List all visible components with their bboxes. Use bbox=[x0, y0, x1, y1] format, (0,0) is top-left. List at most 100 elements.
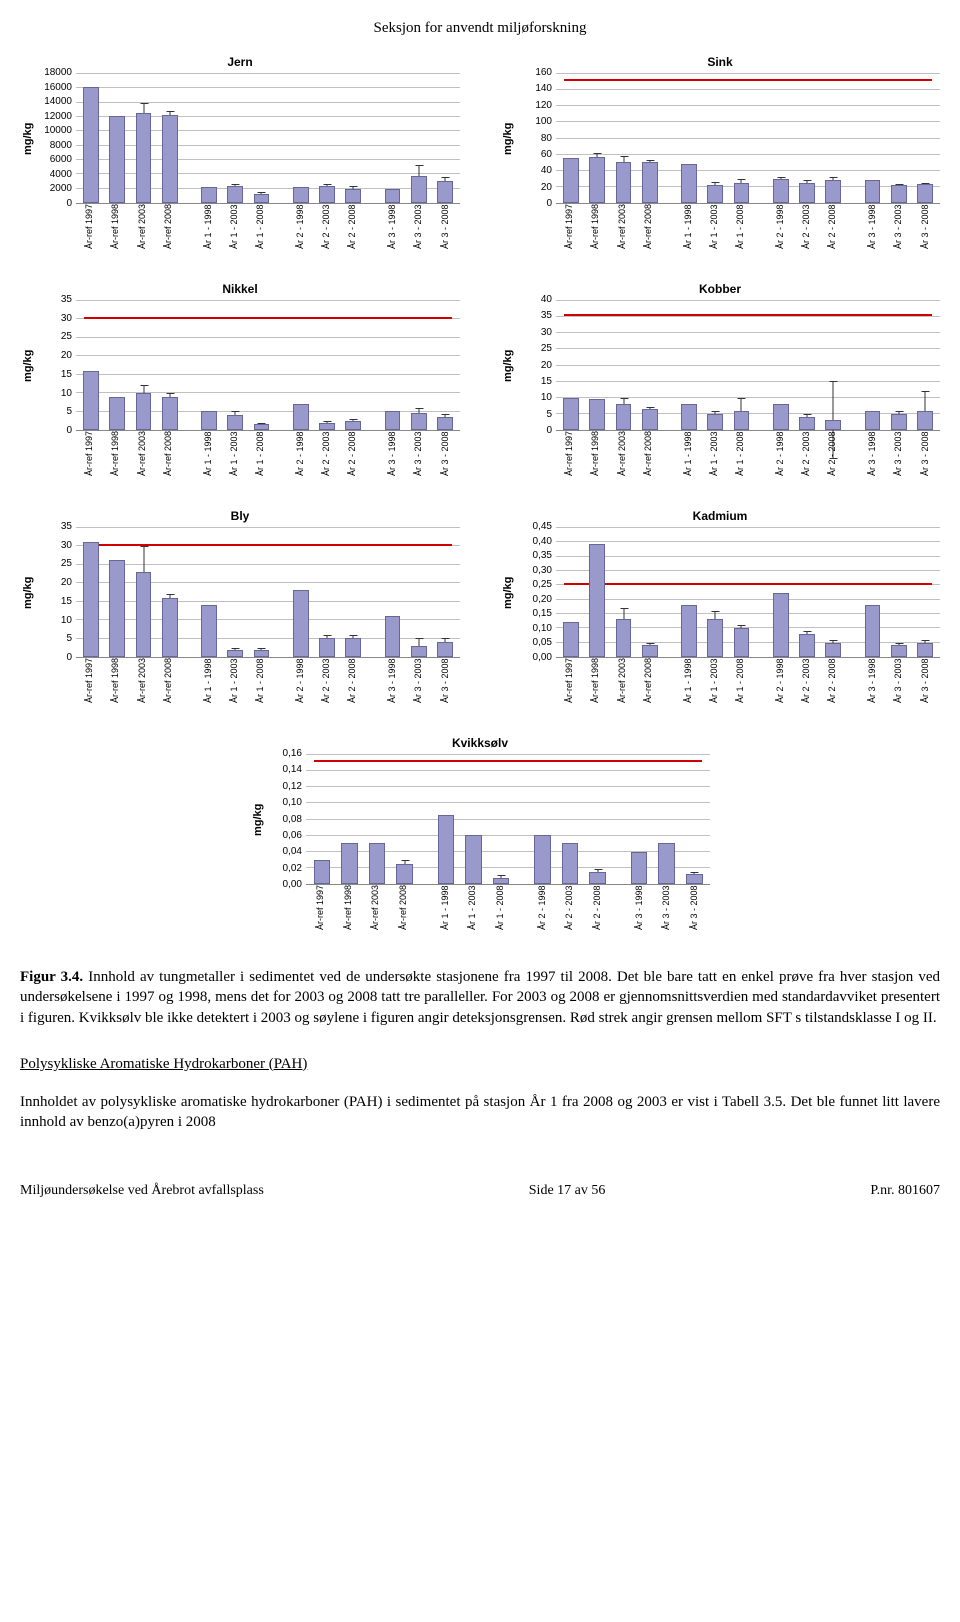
chart-bly: Bly mg/kg35302520151050År-ref 1997År-ref … bbox=[20, 509, 460, 724]
chart-kadmium: Kadmiummg/kg0,450,400,350,300,250,200,15… bbox=[500, 509, 940, 724]
page-header: Seksjon for anvendt miljøforskning bbox=[20, 20, 940, 37]
y-axis-label: mg/kg bbox=[20, 527, 38, 658]
bar bbox=[293, 404, 309, 430]
y-axis: 4035302520151050 bbox=[518, 300, 556, 431]
bar bbox=[865, 180, 881, 203]
plot-area bbox=[556, 73, 940, 204]
bar bbox=[773, 593, 789, 657]
bar bbox=[369, 843, 386, 884]
bar bbox=[162, 598, 178, 657]
bar bbox=[437, 181, 453, 203]
x-axis: År-ref 1997År-ref 1998År-ref 2003År-ref … bbox=[554, 204, 940, 270]
caption-text: Innhold av tungmetaller i sedimentet ved… bbox=[20, 969, 940, 1026]
x-axis: År-ref 1997År-ref 1998År-ref 2003År-ref … bbox=[554, 431, 940, 497]
bar bbox=[136, 572, 152, 657]
bar bbox=[658, 843, 675, 884]
bar bbox=[437, 417, 453, 430]
bar bbox=[227, 650, 243, 657]
chart-title: Jern bbox=[20, 55, 460, 69]
x-axis: År-ref 1997År-ref 1998År-ref 2003År-ref … bbox=[554, 658, 940, 724]
bar bbox=[865, 411, 881, 431]
x-axis: År-ref 1997År-ref 1998År-ref 2003År-ref … bbox=[74, 658, 460, 724]
bar bbox=[891, 645, 907, 657]
footer-right: P.nr. 801607 bbox=[870, 1183, 940, 1199]
bar bbox=[109, 116, 125, 203]
y-axis-label: mg/kg bbox=[20, 73, 38, 204]
bar bbox=[563, 398, 579, 431]
bar bbox=[319, 638, 335, 657]
chart-row: Nikkelmg/kg35302520151050År-ref 1997År-r… bbox=[20, 282, 940, 497]
bar bbox=[707, 185, 723, 203]
chart-title: Bly bbox=[20, 509, 460, 523]
x-axis: År-ref 1997År-ref 1998År-ref 2003År-ref … bbox=[74, 431, 460, 497]
bar bbox=[465, 835, 482, 884]
x-axis: År-ref 1997År-ref 1998År-ref 2003År-ref … bbox=[74, 204, 460, 270]
bar bbox=[563, 158, 579, 203]
y-axis-label: mg/kg bbox=[500, 300, 518, 431]
bar bbox=[411, 413, 427, 430]
charts-container: Jernmg/kg1800016000140001200010000800060… bbox=[20, 55, 940, 951]
y-axis-label: mg/kg bbox=[500, 73, 518, 204]
bar bbox=[825, 643, 841, 657]
section-para: Innholdet av polysykliske aromatiske hyd… bbox=[20, 1092, 940, 1133]
chart-title: Kobber bbox=[500, 282, 940, 296]
bar bbox=[686, 874, 703, 884]
y-axis-label: mg/kg bbox=[250, 754, 268, 885]
y-axis: 0,450,400,350,300,250,200,150,100,050,00 bbox=[518, 527, 556, 658]
bar bbox=[917, 411, 933, 431]
bar bbox=[162, 397, 178, 430]
bar bbox=[396, 864, 413, 884]
bar bbox=[341, 843, 358, 884]
bar bbox=[83, 87, 99, 203]
bar bbox=[917, 643, 933, 657]
bar bbox=[734, 183, 750, 203]
bar bbox=[254, 194, 270, 203]
bar bbox=[254, 650, 270, 657]
bar bbox=[437, 642, 453, 657]
chart-kvikksolv: Kvikksølvmg/kg0,160,140,120,100,080,060,… bbox=[250, 736, 710, 951]
chart-title: Nikkel bbox=[20, 282, 460, 296]
bar bbox=[616, 162, 632, 203]
y-axis: 35302520151050 bbox=[38, 300, 76, 431]
bar bbox=[345, 638, 361, 657]
y-axis: 0,160,140,120,100,080,060,040,020,00 bbox=[268, 754, 306, 885]
bar bbox=[534, 835, 551, 884]
bar bbox=[589, 544, 605, 657]
bar bbox=[438, 815, 455, 884]
bar bbox=[319, 186, 335, 203]
pah-heading: Polysykliske Aromatiske Hydrokarboner (P… bbox=[20, 1056, 307, 1072]
chart-row: Jernmg/kg1800016000140001200010000800060… bbox=[20, 55, 940, 270]
bar bbox=[891, 185, 907, 203]
bar bbox=[201, 411, 217, 430]
bar bbox=[227, 415, 243, 430]
plot-area bbox=[306, 754, 710, 885]
bar bbox=[642, 162, 658, 203]
y-axis: 160140120100806040200 bbox=[518, 73, 556, 204]
x-axis: År-ref 1997År-ref 1998År-ref 2003År-ref … bbox=[304, 885, 710, 951]
plot-area bbox=[76, 73, 460, 204]
bar bbox=[345, 189, 361, 203]
y-axis: 35302520151050 bbox=[38, 527, 76, 658]
bar bbox=[616, 619, 632, 657]
bar bbox=[589, 872, 606, 884]
footer-left: Miljøundersøkelse ved Årebrot avfallspla… bbox=[20, 1183, 264, 1199]
bar bbox=[109, 560, 125, 657]
chart-title: Sink bbox=[500, 55, 940, 69]
bar bbox=[773, 404, 789, 430]
chart-sink: Sink mg/kg160140120100806040200År-ref 199… bbox=[500, 55, 940, 270]
bar bbox=[865, 605, 881, 657]
chart-jern: Jernmg/kg1800016000140001200010000800060… bbox=[20, 55, 460, 270]
bar bbox=[825, 180, 841, 203]
bar bbox=[891, 414, 907, 430]
bar bbox=[563, 622, 579, 657]
bar bbox=[83, 542, 99, 657]
bar bbox=[201, 605, 217, 657]
bar bbox=[773, 179, 789, 203]
bar bbox=[385, 411, 401, 430]
chart-row: Blymg/kg35302520151050År-ref 1997År-ref … bbox=[20, 509, 940, 724]
bar bbox=[314, 860, 331, 884]
bar bbox=[293, 590, 309, 657]
plot-area bbox=[76, 300, 460, 431]
figure-caption: Figur 3.4. Innhold av tungmetaller i sed… bbox=[20, 967, 940, 1028]
chart-nikkel: Nikkelmg/kg35302520151050År-ref 1997År-r… bbox=[20, 282, 460, 497]
